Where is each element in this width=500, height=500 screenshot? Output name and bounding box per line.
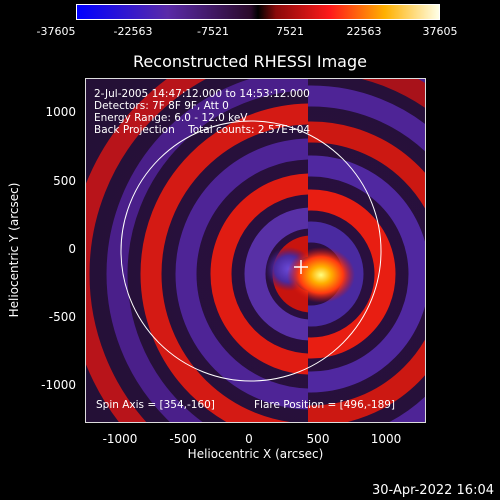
x-tick-label: 1000 xyxy=(370,432,402,446)
info-method: Back Projection Total counts: 2.57E+04 xyxy=(94,124,311,136)
plot-title: Reconstructed RHESSI Image xyxy=(133,52,367,71)
flare-position-label: Flare Position = [496,-189] xyxy=(254,399,396,411)
y-tick-label: -1000 xyxy=(41,378,76,392)
colorbar-tick: -22563 xyxy=(113,25,153,38)
render-timestamp: 30-Apr-2022 16:04 xyxy=(372,483,494,498)
colorbar-tick: -37605 xyxy=(36,25,76,38)
y-tick-label: -500 xyxy=(48,310,76,324)
x-axis-label: Heliocentric X (arcsec) xyxy=(187,447,324,461)
y-tick-label: 0 xyxy=(68,242,76,256)
spin-axis-label: Spin Axis = [354,-160] xyxy=(96,399,215,411)
colorbar xyxy=(76,4,440,20)
image-plot: 2-Jul-2005 14:47:12.000 to 14:53:12.000 … xyxy=(85,78,426,423)
colorbar-tick: 22563 xyxy=(346,25,382,38)
colorbar-tick: 37605 xyxy=(422,25,458,38)
x-tick-label: -500 xyxy=(169,432,197,446)
x-tick-label: -1000 xyxy=(102,432,138,446)
solar-limb-circle xyxy=(120,120,382,382)
y-axis-label: Heliocentric Y (arcsec) xyxy=(7,182,21,318)
x-tick-label: 500 xyxy=(306,432,330,446)
colorbar-tick: 7521 xyxy=(276,25,304,38)
info-time: 2-Jul-2005 14:47:12.000 to 14:53:12.000 xyxy=(94,88,310,100)
y-tick-label: 1000 xyxy=(45,105,76,119)
ring-pattern-right xyxy=(308,79,425,422)
info-detectors: Detectors: 7F 8F 9F, Att 0 xyxy=(94,100,229,112)
info-energy: Energy Range: 6.0 - 12.0 keV xyxy=(94,112,248,124)
x-tick-label: 0 xyxy=(245,432,253,446)
colorbar-tick: -7521 xyxy=(197,25,229,38)
flare-source xyxy=(287,247,355,303)
rhessi-image xyxy=(86,79,425,422)
y-tick-label: 500 xyxy=(53,174,76,188)
